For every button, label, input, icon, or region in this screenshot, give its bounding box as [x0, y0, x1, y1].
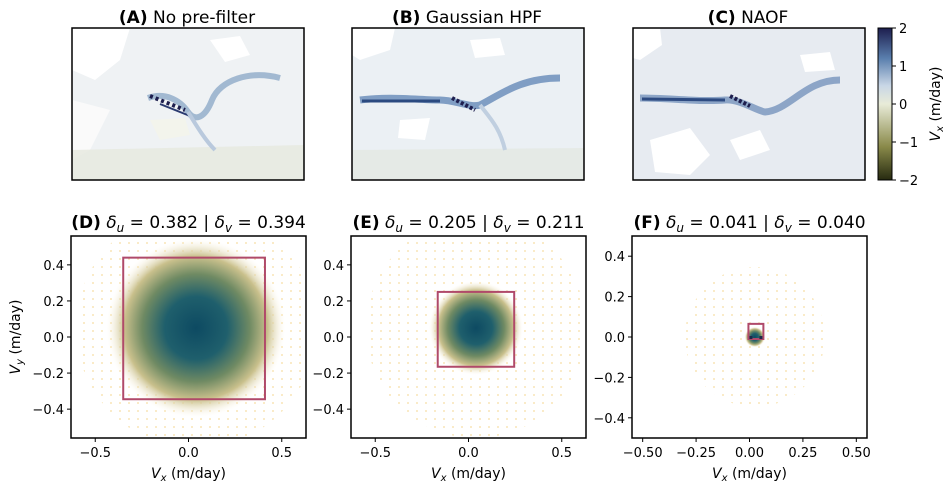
delta-v-value: 0.394: [257, 213, 306, 233]
x-tick-label: 0.00: [735, 446, 764, 461]
colorbar-label: Vx (m/day): [928, 67, 946, 142]
panel-d-title: (D) δu = 0.382 | δv = 0.394: [71, 213, 306, 235]
panel-letter: (E): [352, 213, 379, 233]
y-tick-label: 0.0: [604, 331, 625, 346]
top-panel-c-letter: (C): [708, 8, 736, 28]
colorbar-tick-label: −2: [899, 174, 918, 189]
x-tick-label: −0.5: [359, 446, 391, 461]
x-tick-label: 0.5: [271, 446, 292, 461]
y-tick-label: 0.2: [604, 291, 625, 306]
y-tick-label: 0.2: [43, 295, 64, 310]
peak-marker: [749, 336, 753, 340]
cost-peak: [106, 238, 286, 418]
y-tick-label: 0.4: [323, 259, 344, 274]
y-tick-label: 0.0: [43, 331, 64, 346]
velocity-map-c: [632, 27, 866, 181]
y-tick-label: −0.4: [593, 412, 625, 427]
top-panel-b: (B) Gaussian HPF: [351, 8, 585, 181]
y-tick-label: 0.2: [323, 295, 344, 310]
colorbar-tick-label: 0: [899, 98, 907, 113]
top-panel-c-title: (C) NAOF: [708, 8, 789, 28]
velocity-map-a: [71, 27, 305, 181]
y-axis-label: Vy (m/day): [8, 300, 26, 375]
panel-f-title: (F) δu = 0.041 | δv = 0.040: [633, 213, 865, 235]
x-tick-label: 0.0: [458, 446, 479, 461]
colorbar-gradient: [877, 27, 893, 181]
search-window-box: [436, 290, 516, 368]
panel-letter: (F): [633, 213, 660, 233]
cost-peak: [428, 280, 523, 375]
y-tick-label: −0.4: [312, 403, 344, 418]
panel-e-title: (E) δu = 0.205 | δv = 0.211: [352, 213, 584, 235]
top-panel-a-name: No pre-filter: [153, 8, 255, 28]
x-tick-label: −0.50: [623, 446, 663, 461]
colorbar-tick-label: 1: [899, 60, 907, 75]
y-tick-label: −0.2: [312, 367, 344, 382]
y-tick-label: 0.4: [43, 259, 64, 274]
x-tick-label: 0.50: [842, 446, 871, 461]
peak-marker: [759, 336, 763, 340]
colorbar-tick-label: −1: [899, 136, 918, 151]
y-tick-label: −0.2: [32, 367, 64, 382]
y-tick-label: −0.4: [32, 403, 64, 418]
top-panel-c: (C) NAOF: [632, 8, 866, 181]
top-panel-b-name: Gaussian HPF: [426, 8, 542, 28]
delta-u-value: 0.205: [428, 213, 477, 233]
x-tick-label: −0.5: [79, 446, 111, 461]
panel-d: (D) δu = 0.382 | δv = 0.394 −0.5 0.0 0.5 −0.…: [8, 213, 307, 484]
x-tick-label: 0.5: [551, 446, 572, 461]
top-panel-b-title: (B) Gaussian HPF: [392, 8, 542, 28]
top-panel-c-name: NAOF: [741, 8, 788, 28]
top-panel-b-letter: (B): [392, 8, 421, 28]
colorbar-tick-label: 2: [899, 22, 907, 37]
delta-u-value: 0.382: [149, 213, 198, 233]
x-tick-label: −0.25: [676, 446, 716, 461]
panel-e: (E) δu = 0.205 | δv = 0.211 −0.5 0.0 0.5 −0.…: [312, 213, 587, 484]
search-window-box: [122, 256, 266, 401]
x-axis-label: Vx (m/day): [151, 466, 226, 484]
cost-peak: [744, 326, 766, 348]
velocity-map-b: [351, 27, 585, 181]
top-panel-a-title: (A) No pre-filter: [119, 8, 255, 28]
x-tick-label: 0.0: [178, 446, 199, 461]
x-tick-label: 0.25: [788, 446, 817, 461]
y-tick-label: −0.2: [593, 371, 625, 386]
y-tick-label: 0.4: [604, 250, 625, 265]
x-axis-label: Vx (m/day): [431, 466, 506, 484]
panel-f: (F) δu = 0.041 | δv = 0.040 −0.50 −0.25 0.0…: [593, 213, 870, 484]
x-axis-label: Vx (m/day): [712, 466, 787, 484]
delta-v-value: 0.040: [817, 213, 866, 233]
panel-letter: (D): [71, 213, 101, 233]
delta-v-value: 0.211: [536, 213, 585, 233]
y-tick-label: 0.0: [323, 331, 344, 346]
search-window-box: [747, 322, 765, 341]
top-panel-a-letter: (A): [119, 8, 148, 28]
delta-u-value: 0.041: [709, 213, 758, 233]
colorbar: 2 1 0 −1 −2 Vx (m/day): [877, 22, 946, 189]
top-panel-a: (A) No pre-filter: [71, 8, 305, 181]
